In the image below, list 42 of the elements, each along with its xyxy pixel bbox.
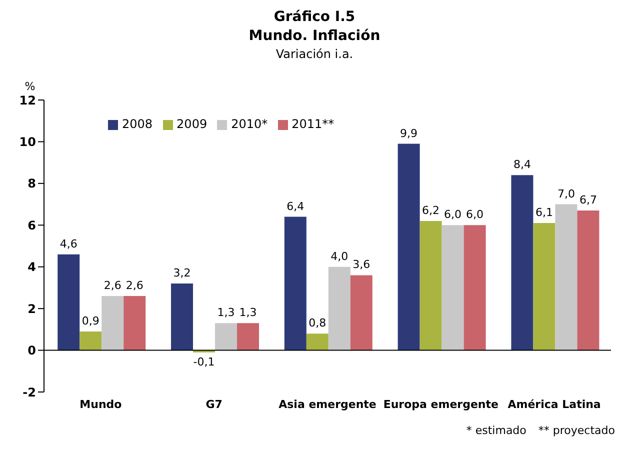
data-label: 2,6 bbox=[104, 279, 122, 292]
data-label: 7,0 bbox=[557, 187, 575, 200]
data-label: 6,0 bbox=[466, 208, 484, 222]
y-tick-label: 10 bbox=[19, 134, 36, 149]
data-label: 6,2 bbox=[422, 204, 440, 217]
data-label: 3,2 bbox=[173, 266, 191, 280]
x-tick-label: América Latina bbox=[508, 398, 601, 411]
data-label: 6,4 bbox=[286, 200, 304, 213]
y-tick-label: 12 bbox=[19, 93, 36, 108]
x-tick-label: Mundo bbox=[80, 398, 122, 411]
data-label: 3,6 bbox=[352, 258, 370, 272]
x-tick-label: G7 bbox=[206, 398, 222, 411]
chart-subtitle: Variación i.a. bbox=[274, 46, 354, 62]
y-axis-title: % bbox=[24, 80, 36, 93]
data-label: 4,0 bbox=[330, 250, 348, 263]
data-label: 6,0 bbox=[444, 208, 462, 222]
data-label: 9,9 bbox=[400, 126, 418, 140]
legend-label: 2008 bbox=[122, 117, 153, 131]
legend-label: 2010* bbox=[231, 117, 268, 131]
legend-label: 2009 bbox=[176, 117, 208, 131]
x-tick-label: Asia emergente bbox=[278, 398, 376, 411]
y-tick-label: 0 bbox=[28, 344, 36, 358]
data-label: 6,1 bbox=[535, 206, 553, 220]
data-label: 1,3 bbox=[239, 306, 257, 320]
y-tick-label: 8 bbox=[28, 176, 36, 191]
data-label: -0,1 bbox=[193, 355, 215, 368]
text: ** proyectado bbox=[538, 424, 615, 437]
y-tick-label: 4 bbox=[28, 260, 36, 274]
data-label: 2,6 bbox=[126, 279, 144, 292]
data-label: 0,8 bbox=[308, 316, 326, 330]
y-tick-label: -2 bbox=[22, 385, 36, 400]
data-label: 6,7 bbox=[579, 194, 597, 207]
data-label: 4,6 bbox=[60, 237, 78, 250]
x-tick-label: Europa emergente bbox=[383, 398, 498, 411]
chart-title: Gráfico I.5 Mundo. Inflación bbox=[248, 8, 382, 46]
legend-label: 2011** bbox=[292, 117, 334, 131]
data-label: 8,4 bbox=[513, 158, 531, 172]
y-tick-label: 6 bbox=[28, 218, 36, 232]
data-label: 0,9 bbox=[82, 314, 100, 328]
y-tick-label: 2 bbox=[28, 302, 36, 316]
data-label: 1,3 bbox=[217, 306, 235, 320]
text: * estimado bbox=[466, 424, 526, 437]
